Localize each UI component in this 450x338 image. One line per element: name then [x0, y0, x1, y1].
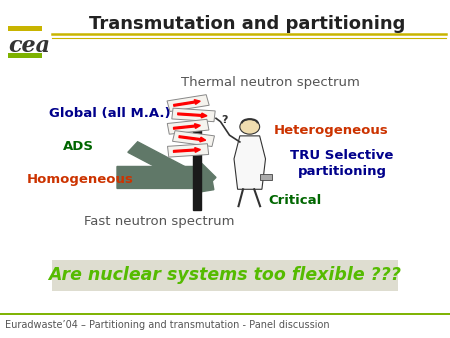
FancyBboxPatch shape: [167, 119, 209, 134]
FancyArrow shape: [173, 148, 200, 152]
Bar: [8, 53, 42, 58]
FancyBboxPatch shape: [167, 95, 209, 112]
Text: Critical: Critical: [268, 194, 321, 207]
Text: Thermal neutron spectrum: Thermal neutron spectrum: [180, 76, 360, 89]
FancyArrow shape: [173, 124, 200, 129]
Text: TRU Selective
partitioning: TRU Selective partitioning: [290, 149, 394, 178]
Text: ?: ?: [222, 115, 228, 125]
Text: ADS: ADS: [63, 140, 94, 152]
FancyBboxPatch shape: [167, 144, 209, 157]
FancyArrow shape: [179, 136, 206, 142]
Text: Fast neutron spectrum: Fast neutron spectrum: [85, 215, 235, 228]
Text: Transmutation and partitioning: Transmutation and partitioning: [89, 15, 406, 33]
Bar: [8, 26, 42, 31]
Circle shape: [240, 119, 260, 134]
FancyBboxPatch shape: [260, 174, 272, 180]
FancyArrow shape: [128, 142, 214, 193]
Polygon shape: [234, 136, 266, 189]
Text: Global (all M.A.): Global (all M.A.): [50, 107, 171, 120]
FancyArrow shape: [174, 100, 200, 106]
FancyBboxPatch shape: [172, 131, 215, 146]
Text: Heterogeneous: Heterogeneous: [274, 124, 388, 137]
FancyBboxPatch shape: [52, 260, 398, 291]
FancyArrow shape: [178, 113, 207, 118]
FancyBboxPatch shape: [172, 108, 215, 122]
Text: cea: cea: [8, 34, 50, 57]
Text: Homogeneous: Homogeneous: [27, 173, 134, 186]
Text: Are nuclear systems too flexible ???: Are nuclear systems too flexible ???: [49, 266, 401, 284]
FancyArrow shape: [117, 161, 216, 194]
Bar: [193, 122, 201, 210]
Text: Euradwaste’04 – Partitioning and transmutation - Panel discussion: Euradwaste’04 – Partitioning and transmu…: [5, 320, 330, 330]
